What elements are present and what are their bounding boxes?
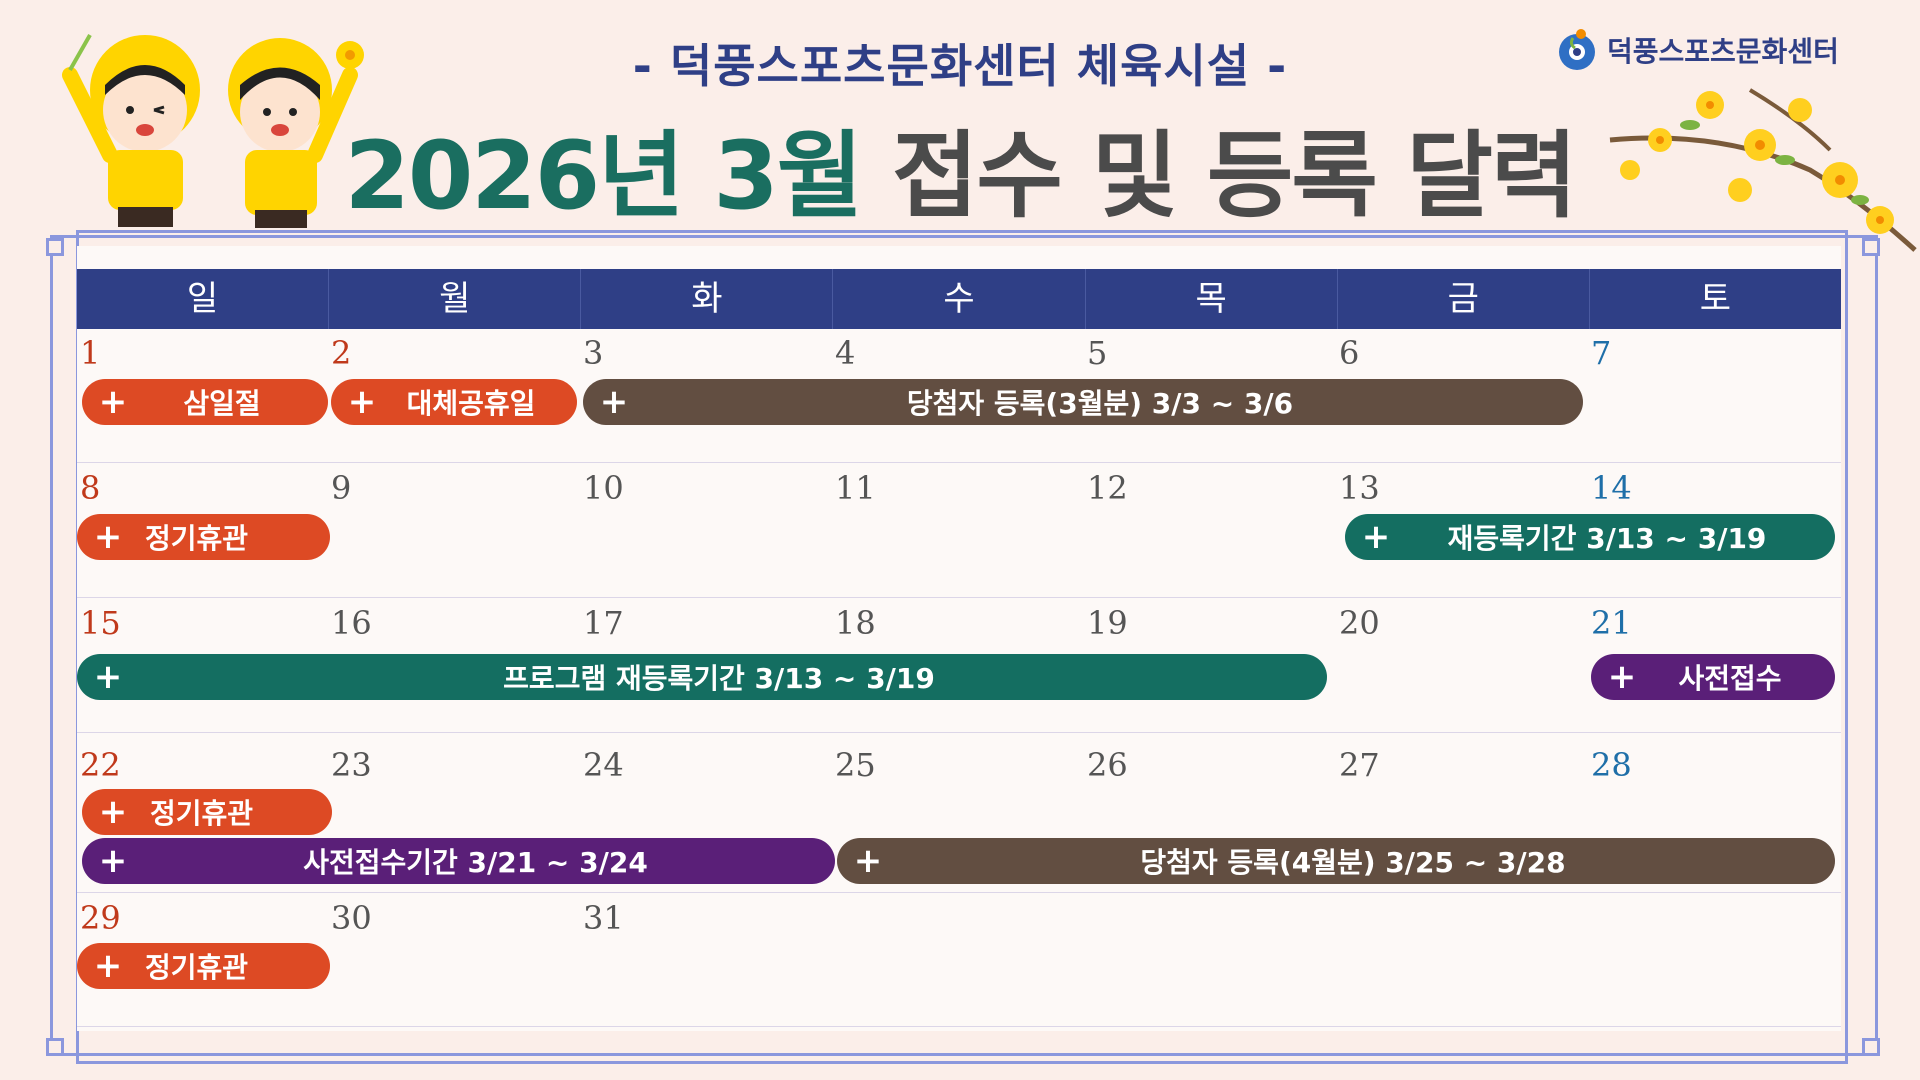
date-cell: 31 [583,899,624,937]
frame-corner [1862,238,1880,256]
plus-icon: + [93,517,123,557]
page-subtitle: - 덕풍스포츠문화센터 체육시설 - [632,39,1288,93]
plus-icon: + [93,946,123,986]
frame-border-outer [50,235,1878,1056]
logo-icon [1559,29,1595,70]
event-bar-pre-reception[interactable]: + 사전접수 [1591,654,1835,700]
date-cell: 16 [331,604,372,642]
date-cell: 5 [1087,334,1108,372]
date-cell: 23 [331,746,372,784]
weekday-header: 일 월 화 수 목 금 토 [77,269,1841,329]
date-cell: 11 [835,469,876,507]
plus-icon: + [98,841,128,881]
event-label: 재등록기간 3/13 ~ 3/19 [1447,522,1767,555]
frame-corner [46,238,64,256]
weekday-tue: 화 [581,269,834,329]
event-bar-winner-registration-march[interactable]: + 당첨자 등록(3월분) 3/3 ~ 3/6 [583,379,1583,425]
date-cell: 22 [80,746,121,784]
frame-corner [1862,1038,1880,1056]
children-mascot-illustration [62,34,364,228]
event-bar-program-re-registration[interactable]: + 프로그램 재등록기간 3/13 ~ 3/19 [77,654,1327,700]
date-cell: 19 [1087,604,1128,642]
event-bar-substitute-holiday[interactable]: + 대체공휴일 [331,379,577,425]
date-cell: 30 [331,899,372,937]
plus-icon: + [1361,517,1391,557]
plus-icon: + [98,792,128,832]
date-cell: 14 [1591,469,1632,507]
row-divider [77,732,1841,733]
title-rest: 접수 및 등록 달력 [861,122,1578,231]
event-bar-regular-closing[interactable]: + 정기휴관 [77,943,330,989]
event-label: 당첨자 등록(4월분) 3/25 ~ 3/28 [1140,846,1566,879]
date-cell: 13 [1339,469,1380,507]
event-bar-regular-closing[interactable]: + 정기휴관 [82,789,332,835]
calendar-grid: 일 월 화 수 목 금 토 1 2 3 4 5 6 7 8 9 10 11 12… [77,246,1841,1031]
plus-icon: + [347,382,377,422]
weekday-thu: 목 [1086,269,1338,329]
event-label: 당첨자 등록(3월분) 3/3 ~ 3/6 [906,387,1294,420]
center-logo: 덕풍스포츠문화센터 [1555,28,1839,72]
plus-icon: + [1607,657,1637,697]
date-cell: 6 [1339,334,1360,372]
date-cell: 20 [1339,604,1380,642]
frame-corner [46,1038,64,1056]
event-label: 정기휴관 [150,797,254,830]
row-divider [77,892,1841,893]
event-bar-winner-registration-april[interactable]: + 당첨자 등록(4월분) 3/25 ~ 3/28 [837,838,1835,884]
event-label: 프로그램 재등록기간 3/13 ~ 3/19 [503,662,935,695]
weekday-sun: 일 [77,269,330,329]
plus-icon: + [93,657,123,697]
weekday-fri: 금 [1338,269,1590,329]
event-label: 삼일절 [183,387,261,420]
weekday-mon: 월 [329,269,582,329]
row-divider [77,462,1841,463]
date-cell: 15 [80,604,121,642]
event-label: 정기휴관 [145,951,249,984]
event-label: 정기휴관 [145,522,249,555]
date-cell: 8 [80,469,101,507]
event-label: 사전접수 [1678,662,1782,695]
event-bar-samiljeol[interactable]: + 삼일절 [82,379,328,425]
date-cell: 24 [583,746,624,784]
date-cell: 4 [835,334,856,372]
forsythia-branch-illustration [1609,88,1917,252]
weekday-wed: 수 [833,269,1086,329]
date-cell: 28 [1591,746,1632,784]
date-cell: 21 [1591,604,1632,642]
event-label: 사전접수기간 3/21 ~ 3/24 [303,846,648,879]
plus-icon: + [853,841,883,881]
date-cell: 7 [1591,334,1612,372]
date-cell: 25 [835,746,876,784]
date-cell: 27 [1339,746,1380,784]
date-cell: 26 [1087,746,1128,784]
date-cell: 18 [835,604,876,642]
title-highlight: 2026년 3월 [344,122,864,231]
date-cell: 17 [583,604,624,642]
plus-icon: + [599,382,629,422]
event-label: 대체공휴일 [406,387,536,420]
weekday-sat: 토 [1699,279,1732,319]
plus-icon: + [98,382,128,422]
row-divider [77,597,1841,598]
event-bar-regular-closing[interactable]: + 정기휴관 [77,514,330,560]
logo-text: 덕풍스포츠문화센터 [1607,35,1839,68]
page-title: 2026년 3월 접수 및 등록 달력 [0,100,1920,236]
date-cell: 3 [583,334,604,372]
row-divider [77,1026,1841,1027]
date-cell: 10 [583,469,624,507]
date-cell: 1 [80,334,101,372]
event-bar-re-registration[interactable]: + 재등록기간 3/13 ~ 3/19 [1345,514,1835,560]
date-cell: 2 [331,334,352,372]
date-cell: 29 [80,899,121,937]
date-cell: 12 [1087,469,1128,507]
date-cell: 9 [331,469,352,507]
event-bar-pre-reception-period[interactable]: + 사전접수기간 3/21 ~ 3/24 [82,838,835,884]
